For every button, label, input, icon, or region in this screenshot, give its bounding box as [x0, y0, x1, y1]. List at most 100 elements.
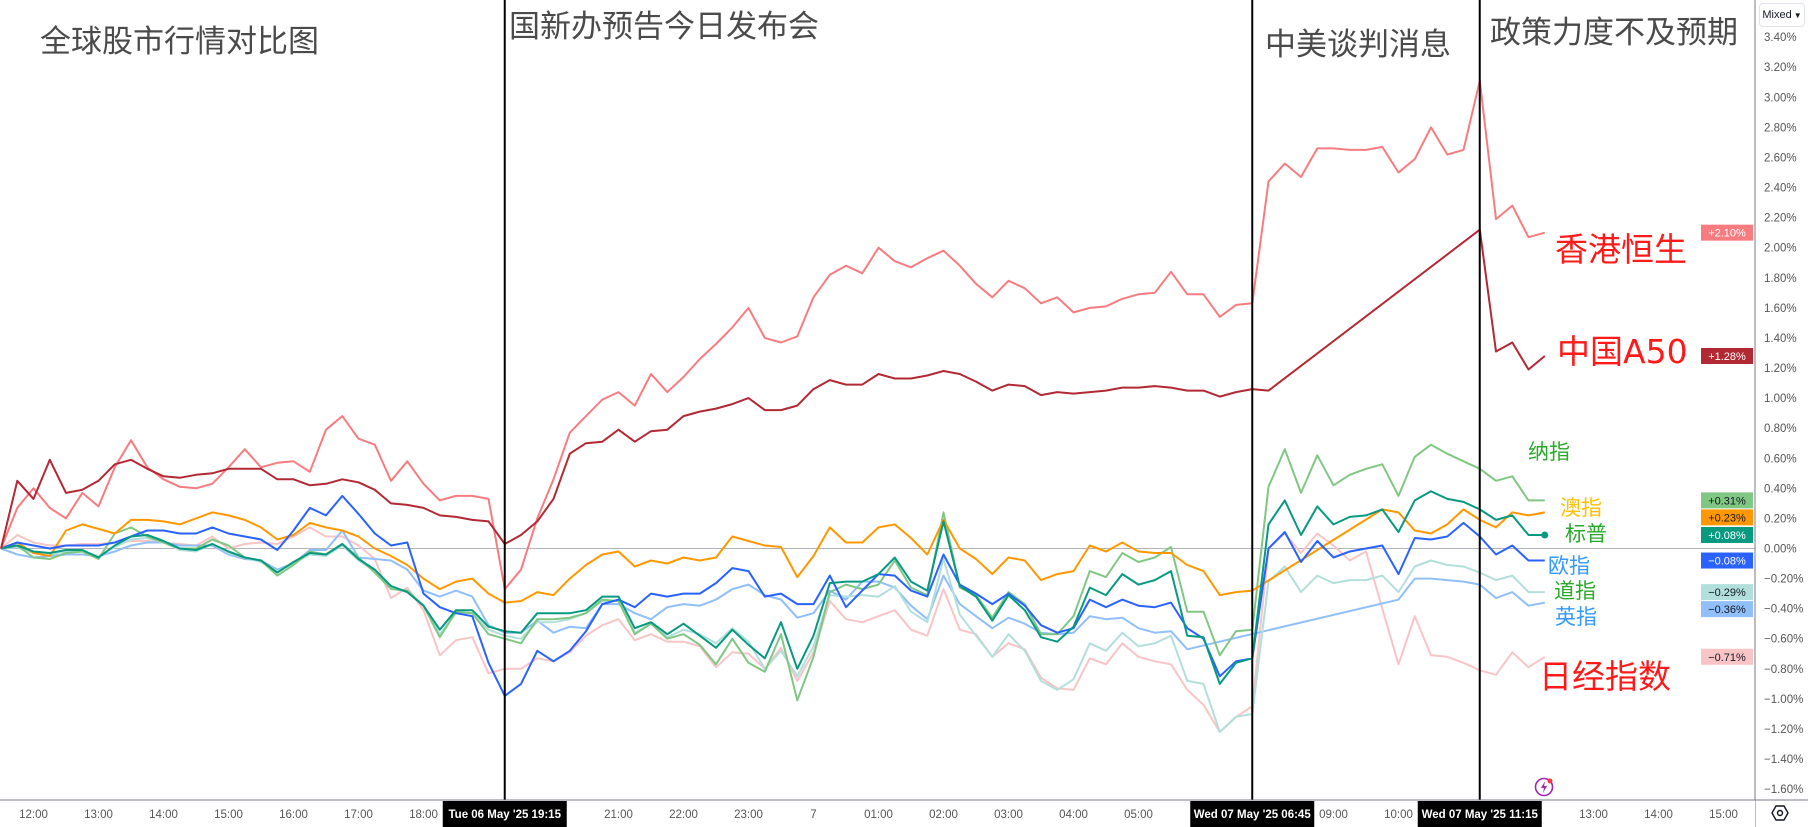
time-marker-badge	[1190, 801, 1315, 827]
y-tick-label: 2.00%	[1764, 243, 1797, 255]
label-nasdaq: 纳指	[1528, 440, 1570, 464]
y-tick-label: −0.40%	[1764, 604, 1803, 616]
x-tick-label: 04:00	[1059, 809, 1088, 821]
x-tick-label: 7	[810, 809, 816, 821]
x-tick-label: 01:00	[864, 809, 893, 821]
last-value-label-nasdaq: +0.31%	[1708, 495, 1746, 507]
y-tick-label: −1.20%	[1764, 724, 1803, 736]
last-value-label-a50: +1.28%	[1708, 351, 1746, 363]
y-tick-label: −1.60%	[1764, 784, 1803, 796]
time-marker-badge	[1417, 801, 1542, 827]
last-value-badge-asx	[1701, 509, 1753, 526]
last-value-label-asx: +0.23%	[1708, 512, 1746, 524]
series-line-ftse	[0, 529, 1545, 651]
label-dow: 道指	[1554, 579, 1596, 603]
x-tick-label: 15:00	[1709, 809, 1738, 821]
x-tick-label: 21:00	[604, 809, 633, 821]
y-tick-label: 2.20%	[1764, 213, 1797, 225]
series-line-spx	[0, 490, 1545, 685]
x-tick-label: 22:00	[669, 809, 698, 821]
y-tick-label: 1.00%	[1764, 393, 1797, 405]
y-tick-label: 1.20%	[1764, 363, 1797, 375]
time-marker-label: Tue 06 May '25 19:15	[449, 809, 562, 821]
x-tick-label: 14:00	[1644, 809, 1673, 821]
label-ftse: 英指	[1555, 605, 1597, 629]
last-value-label-spx: +0.08%	[1708, 530, 1746, 542]
series-line-a50	[0, 228, 1546, 549]
settings-icon[interactable]	[1771, 804, 1789, 822]
annotation-policy-below-expectations: 政策力度不及预期	[1490, 15, 1738, 51]
y-tick-label: 3.00%	[1764, 92, 1797, 104]
x-tick-label: 02:00	[929, 809, 958, 821]
y-tick-label: −1.40%	[1764, 754, 1803, 766]
x-tick-label: 12:00	[19, 809, 48, 821]
last-value-label-dow: −0.29%	[1708, 587, 1746, 599]
x-tick-label: 18:00	[409, 809, 438, 821]
y-tick-label: 1.60%	[1764, 303, 1797, 315]
y-tick-label: 0.00%	[1764, 544, 1797, 556]
last-value-label-hsi: +2.10%	[1708, 228, 1746, 240]
y-tick-label: −0.60%	[1764, 634, 1803, 646]
label-nikkei: 日经指数	[1539, 657, 1671, 696]
last-value-badge-dow	[1701, 584, 1753, 601]
price-axis-panel	[1755, 0, 1808, 827]
last-value-label-ftse: −0.36%	[1708, 604, 1746, 616]
series-line-hsi	[0, 79, 1546, 591]
scale-mode-label: Mixed	[1762, 9, 1792, 21]
y-tick-label: 1.40%	[1764, 333, 1797, 345]
y-tick-label: 0.60%	[1764, 453, 1797, 465]
time-marker-label: Wed 07 May '25 06:45	[1194, 809, 1312, 821]
x-tick-label: 05:00	[1124, 809, 1153, 821]
last-value-badge-nikkei	[1701, 648, 1753, 665]
x-tick-label: 14:00	[149, 809, 178, 821]
y-tick-label: −0.80%	[1764, 664, 1803, 676]
time-marker-label: Wed 07 May '25 11:15	[1422, 809, 1539, 821]
x-tick-label: 09:00	[1319, 809, 1348, 821]
annotation-press-conference: 国新办预告今日发布会	[509, 9, 819, 45]
chart-title: 全球股市行情对比图	[40, 24, 319, 60]
last-value-badge-hsi	[1701, 224, 1753, 241]
series-line-asx	[0, 508, 1545, 604]
series-end-dot-spx	[1541, 531, 1549, 539]
last-value-badge-stoxx	[1701, 552, 1753, 569]
last-value-label-nikkei: −0.71%	[1708, 652, 1746, 664]
label-a50: 中国A50	[1557, 332, 1688, 371]
series-line-nikkei	[0, 526, 1546, 733]
label-spx: 标普	[1565, 522, 1607, 546]
x-tick-label: 16:00	[279, 809, 308, 821]
x-tick-label: 03:00	[994, 809, 1023, 821]
last-value-badge-spx	[1701, 526, 1753, 543]
y-tick-label: 0.40%	[1764, 483, 1797, 495]
chevron-down-icon: ▼	[1793, 10, 1802, 20]
y-tick-label: 1.80%	[1764, 273, 1797, 285]
time-marker-badge	[442, 801, 567, 827]
y-tick-label: −1.00%	[1764, 694, 1803, 706]
x-tick-label: 13:00	[1579, 809, 1608, 821]
y-tick-label: 3.20%	[1764, 62, 1797, 74]
y-tick-label: 3.40%	[1764, 32, 1797, 44]
label-stoxx: 欧指	[1548, 554, 1590, 578]
last-value-badge-a50	[1701, 347, 1753, 364]
x-tick-label: 17:00	[344, 809, 373, 821]
scale-mode-dropdown[interactable]: Mixed ▼	[1759, 3, 1805, 27]
annotation-us-china-talks: 中美谈判消息	[1265, 27, 1451, 63]
series-line-dow	[0, 537, 1545, 733]
last-value-label-stoxx: −0.08%	[1708, 556, 1746, 568]
x-tick-label: 10:00	[1384, 809, 1413, 821]
y-tick-label: −0.20%	[1764, 574, 1803, 586]
series-line-nasdaq	[0, 443, 1545, 702]
y-tick-label: 0.80%	[1764, 423, 1797, 435]
y-tick-label: 2.40%	[1764, 183, 1797, 195]
last-value-badge-nasdaq	[1701, 492, 1753, 509]
y-tick-label: 2.80%	[1764, 122, 1797, 134]
label-asx: 澳指	[1560, 496, 1602, 520]
x-tick-label: 15:00	[214, 809, 243, 821]
series-line-stoxx	[0, 494, 1545, 697]
label-hsi: 香港恒生	[1555, 230, 1687, 269]
lightning-icon[interactable]	[1533, 776, 1555, 798]
x-tick-label: 23:00	[734, 809, 763, 821]
last-value-badge-ftse	[1701, 601, 1753, 618]
y-tick-label: 2.60%	[1764, 152, 1797, 164]
y-tick-label: 0.20%	[1764, 513, 1797, 525]
